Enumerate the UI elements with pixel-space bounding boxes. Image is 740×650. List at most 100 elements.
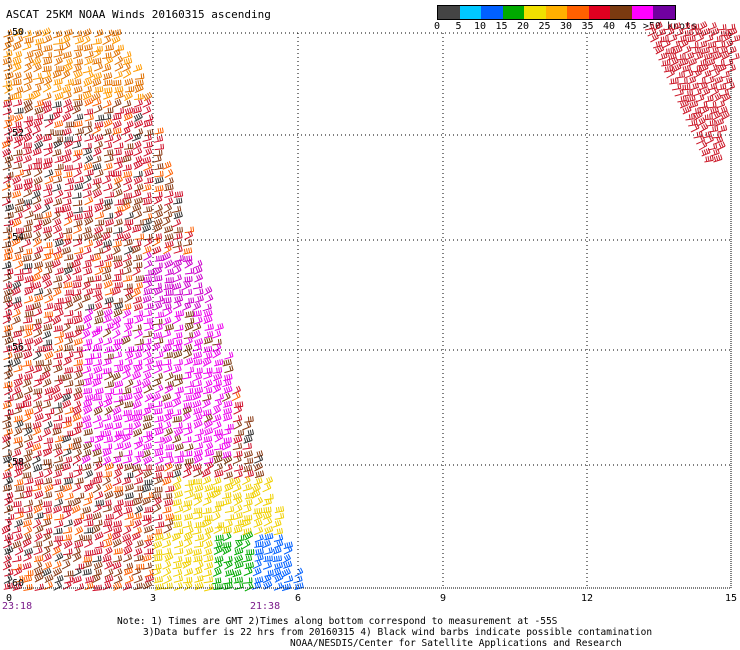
wind-barb xyxy=(232,483,242,493)
wind-barb xyxy=(173,422,183,430)
wind-barb xyxy=(2,99,13,108)
wind-barb xyxy=(73,365,83,373)
wind-barb xyxy=(73,346,83,353)
wind-barb xyxy=(253,512,263,522)
wind-barb xyxy=(103,308,113,318)
wind-barb xyxy=(73,149,83,157)
wind-barb xyxy=(164,183,174,192)
wind-barb xyxy=(173,373,183,381)
wind-barb xyxy=(153,203,163,213)
wind-barb xyxy=(273,561,284,571)
wind-barb xyxy=(3,539,12,549)
wind-barb xyxy=(23,434,33,443)
wind-barb xyxy=(4,394,14,403)
wind-barb xyxy=(234,547,244,556)
wind-barb xyxy=(202,475,212,485)
wind-barb xyxy=(74,127,85,136)
wind-barb xyxy=(202,518,212,528)
wind-barb xyxy=(669,77,679,85)
wind-barb xyxy=(103,198,113,207)
wind-barb xyxy=(73,392,83,401)
wind-barb xyxy=(64,337,74,346)
wind-barb xyxy=(72,552,82,563)
wind-barb xyxy=(24,477,34,485)
wind-barb xyxy=(133,392,144,402)
wind-barb xyxy=(23,526,33,536)
wind-barb xyxy=(113,395,124,403)
wind-barb xyxy=(202,435,213,443)
wind-barb xyxy=(172,197,183,205)
wind-barb xyxy=(142,106,152,115)
wind-barb xyxy=(4,476,14,486)
wind-barb xyxy=(53,120,64,129)
wind-barb xyxy=(274,512,285,520)
wind-barb xyxy=(53,44,64,52)
wind-barb xyxy=(214,323,224,331)
wind-barb xyxy=(14,511,24,520)
wind-barb xyxy=(22,538,32,548)
wind-barb xyxy=(53,504,63,514)
wind-barb xyxy=(112,149,122,156)
wind-barb xyxy=(54,513,64,521)
wind-barb xyxy=(82,147,93,156)
wind-barb xyxy=(264,493,274,501)
wind-barb xyxy=(31,90,41,100)
wind-barb xyxy=(203,336,213,345)
wind-barb xyxy=(153,223,163,233)
wind-barb xyxy=(164,323,174,332)
wind-barb xyxy=(52,469,63,479)
wind-barb xyxy=(716,141,726,151)
wind-barb xyxy=(12,57,22,66)
wind-barb xyxy=(142,421,152,431)
wind-barb xyxy=(144,392,154,403)
wind-barb xyxy=(143,525,153,534)
wind-barb xyxy=(132,203,142,213)
wind-barb xyxy=(203,576,214,584)
wind-barb xyxy=(22,575,33,583)
wind-barb xyxy=(121,476,132,486)
wind-barb xyxy=(54,336,64,346)
wind-barb xyxy=(32,57,42,66)
wind-barb xyxy=(73,517,83,527)
wind-barb xyxy=(73,468,83,478)
wind-barb xyxy=(93,503,102,513)
wind-barb xyxy=(53,224,62,235)
wind-barb xyxy=(33,504,43,514)
wind-barb xyxy=(63,139,73,149)
wind-barb xyxy=(63,483,73,492)
wind-barb xyxy=(44,196,54,206)
wind-barb xyxy=(124,492,134,500)
lat-label-54: -54 xyxy=(6,232,25,243)
wind-barb xyxy=(263,547,273,555)
wind-barb xyxy=(202,507,212,515)
wind-barb xyxy=(122,309,132,319)
wind-barb xyxy=(153,540,163,550)
wind-barb xyxy=(192,548,202,557)
wind-barb xyxy=(102,448,112,457)
wind-barb xyxy=(161,547,172,556)
wind-barb xyxy=(93,406,103,416)
wind-barb xyxy=(212,349,221,359)
wind-barb xyxy=(262,506,272,514)
wind-barb xyxy=(113,388,123,396)
wind-barb xyxy=(83,78,93,87)
wind-barb xyxy=(44,118,54,128)
wind-barb xyxy=(697,40,708,49)
wind-barb xyxy=(92,48,102,59)
wind-barb xyxy=(3,94,14,102)
wind-barb xyxy=(93,239,103,249)
wind-barb xyxy=(73,113,84,121)
wind-barb xyxy=(142,183,152,192)
wind-barb xyxy=(24,275,34,284)
wind-barb xyxy=(173,547,184,555)
wind-barb xyxy=(13,50,23,59)
wind-barb xyxy=(134,338,144,346)
wind-barb xyxy=(2,414,12,423)
wind-barb xyxy=(53,352,63,360)
wind-barb xyxy=(114,301,124,311)
wind-barb xyxy=(33,176,43,186)
wind-barb xyxy=(172,482,182,492)
wind-barb xyxy=(102,240,113,248)
wind-barb xyxy=(173,490,184,499)
wind-barb xyxy=(172,365,182,374)
